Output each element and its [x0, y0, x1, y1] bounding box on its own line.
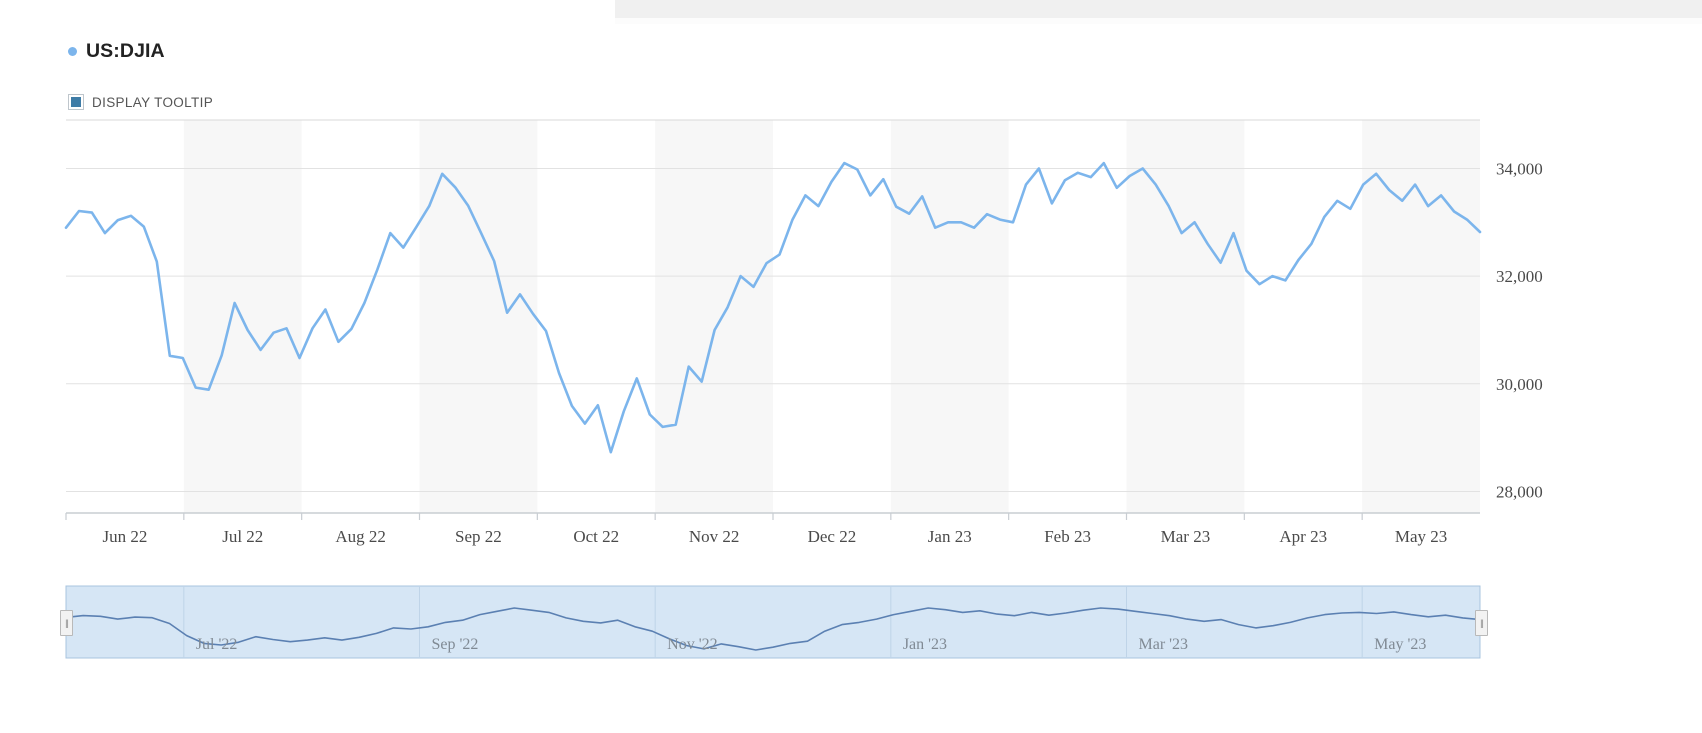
- navigator-labels: Jul '22 Sep '22 Nov '22 Jan '23 Mar '23 May '…: [196, 636, 1427, 653]
- svg-text:Jan '23: Jan '23: [903, 636, 947, 653]
- svg-text:May '23: May '23: [1374, 636, 1426, 653]
- y-axis-labels: 28,000 30,000 32,000 34,000: [1496, 159, 1543, 501]
- svg-text:May 23: May 23: [1395, 527, 1447, 546]
- svg-text:Sep 22: Sep 22: [455, 527, 502, 546]
- x-axis-tick-marks: [65, 513, 1363, 520]
- svg-text:Sep '22: Sep '22: [432, 636, 479, 653]
- svg-text:Mar 23: Mar 23: [1161, 527, 1211, 546]
- display-tooltip-label: DISPLAY TOOLTIP: [92, 94, 214, 110]
- navigator-handle-right[interactable]: ||: [1475, 610, 1488, 636]
- svg-text:Apr 23: Apr 23: [1279, 527, 1327, 546]
- page-top-strip: [615, 0, 1702, 18]
- navigator-line: [65, 607, 1481, 651]
- svg-text:Jun 22: Jun 22: [102, 527, 147, 546]
- alternating-month-bands: [183, 120, 1480, 513]
- navigator-mask: [65, 585, 1481, 659]
- checkbox-icon[interactable]: [68, 94, 84, 110]
- svg-text:Dec 22: Dec 22: [808, 527, 857, 546]
- price-line: [64, 161, 1482, 454]
- svg-text:Jan 23: Jan 23: [928, 527, 972, 546]
- x-axis-labels: Jun 22 Jul 22 Aug 22 Sep 22 Oct 22 Nov 22 Dec …: [102, 527, 1447, 546]
- display-tooltip-toggle[interactable]: DISPLAY TOOLTIP: [68, 94, 213, 110]
- navigator-gridlines: [183, 586, 1363, 658]
- svg-text:Aug 22: Aug 22: [335, 527, 386, 546]
- chart-series-title: US:DJIA: [68, 40, 165, 63]
- svg-text:Jul 22: Jul 22: [222, 527, 263, 546]
- svg-text:Mar '23: Mar '23: [1139, 636, 1189, 653]
- navigator-handle-left[interactable]: ||: [60, 610, 73, 636]
- series-legend-dot: [68, 46, 77, 56]
- svg-text:Jul '22: Jul '22: [196, 636, 238, 653]
- horizontal-gridlines: [66, 167, 1480, 492]
- page-top-strip-shadow: [615, 18, 1702, 24]
- svg-text:28,000: 28,000: [1496, 482, 1543, 501]
- svg-text:32,000: 32,000: [1496, 267, 1543, 286]
- page-title: US:DJIA: [86, 40, 165, 62]
- svg-text:Feb 23: Feb 23: [1044, 527, 1091, 546]
- svg-text:Nov 22: Nov 22: [689, 527, 740, 546]
- svg-text:Oct 22: Oct 22: [573, 527, 619, 546]
- svg-text:30,000: 30,000: [1496, 375, 1543, 394]
- svg-text:Nov '22: Nov '22: [667, 636, 717, 653]
- svg-text:34,000: 34,000: [1496, 159, 1543, 178]
